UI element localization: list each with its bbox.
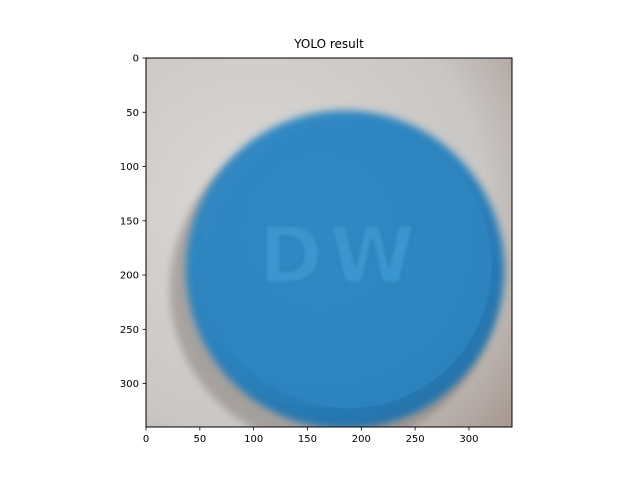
pill-imprint: DW — [258, 212, 421, 302]
x-tick-label: 100 — [244, 434, 263, 445]
y-axis: 0 50 100 150 200 250 300 — [120, 54, 146, 390]
chart-title: YOLO result — [293, 37, 364, 51]
x-tick-label: 200 — [352, 434, 371, 445]
y-tick-label: 0 — [133, 54, 139, 65]
y-tick-label: 250 — [120, 325, 139, 336]
y-tick-label: 200 — [120, 271, 139, 282]
x-tick-label: 0 — [143, 434, 149, 445]
x-tick-label: 150 — [298, 434, 317, 445]
y-tick-label: 50 — [126, 108, 139, 119]
y-tick-label: 150 — [120, 216, 139, 227]
x-tick-label: 300 — [459, 434, 478, 445]
pill-image: DW — [146, 58, 512, 427]
x-tick-label: 250 — [406, 434, 425, 445]
pill-face — [204, 121, 492, 409]
x-axis: 0 50 100 150 200 250 300 — [143, 427, 478, 445]
y-tick-label: 100 — [120, 162, 139, 173]
axes-frame — [145, 57, 513, 428]
y-tick-label: 300 — [120, 379, 139, 390]
x-tick-label: 50 — [193, 434, 206, 445]
